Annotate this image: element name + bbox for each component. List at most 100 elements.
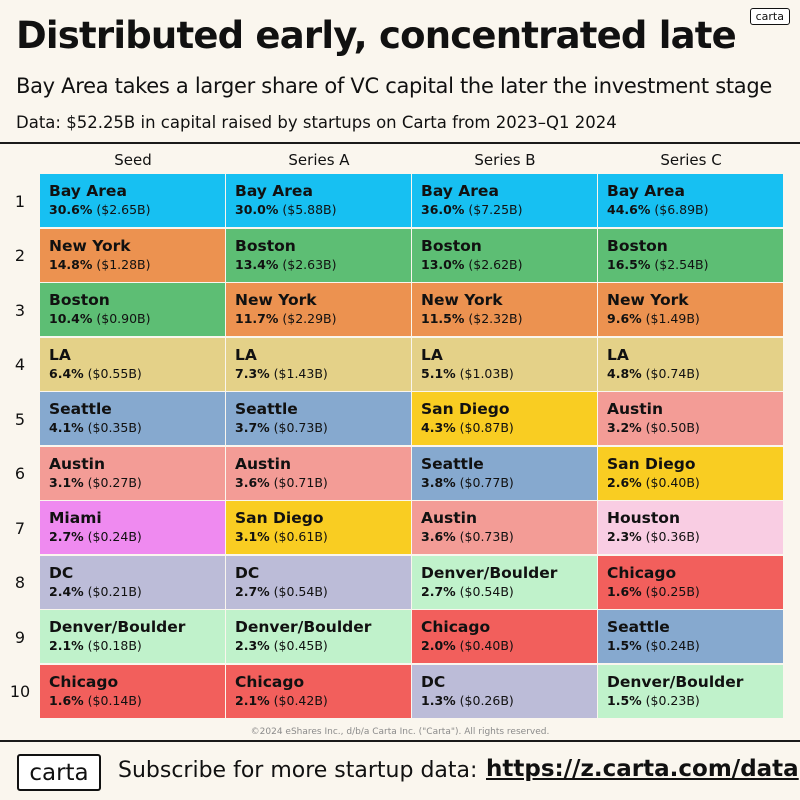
share-value: 1.6% ($0.14B) [49, 692, 225, 709]
share-percent: 3.2% [607, 420, 642, 435]
share-value: 3.6% ($0.71B) [235, 474, 411, 491]
share-percent: 1.6% [607, 583, 642, 599]
table-cell: San Diego 4.3% ($0.87B) [412, 392, 598, 446]
capital-amount: ($2.65B) [96, 202, 151, 217]
share-value: 1.5% ($0.24B) [607, 637, 783, 654]
capital-amount: ($0.14B) [87, 692, 142, 708]
city-name: Chicago [49, 672, 119, 691]
subscribe-link[interactable]: https://z.carta.com/data [486, 756, 799, 782]
share-percent: 9.6% [607, 311, 642, 326]
column-header-series-b: Series B [474, 151, 536, 169]
column-header-series-a: Series A [288, 151, 350, 169]
capital-amount: ($0.25B) [645, 583, 700, 599]
table-cell: Bay Area 30.6% ($2.65B) [40, 174, 226, 228]
share-value: 11.7% ($2.29B) [235, 310, 411, 327]
share-percent: 2.0% [421, 638, 456, 653]
carta-corner-logo: carta [749, 8, 790, 25]
capital-amount: ($0.21B) [87, 583, 142, 599]
table-cell: Chicago 2.0% ($0.40B) [412, 610, 598, 664]
city-name: Boston [235, 236, 296, 255]
table-cell: New York 11.5% ($2.32B) [412, 283, 598, 337]
city-name: DC [235, 563, 260, 582]
share-value: 4.3% ($0.87B) [421, 419, 597, 436]
share-value: 2.1% ($0.18B) [49, 637, 225, 654]
city-name: Denver/Boulder [421, 563, 558, 582]
city-name: Seattle [421, 454, 484, 473]
rank-label: 10 [9, 682, 31, 701]
carta-logo: carta [17, 754, 101, 791]
capital-amount: ($0.61B) [273, 529, 328, 544]
city-name: Miami [49, 509, 102, 527]
share-value: 2.3% ($0.36B) [607, 528, 783, 545]
city-name: Chicago [607, 563, 677, 582]
capital-amount: ($7.25B) [468, 202, 523, 217]
city-name: Boston [607, 236, 668, 255]
city-name: Austin [49, 454, 106, 473]
table-cell: San Diego 2.6% ($0.40B) [598, 446, 784, 501]
share-value: 10.4% ($0.90B) [49, 310, 225, 327]
city-name: San Diego [235, 509, 324, 527]
city-name: Bay Area [421, 182, 499, 200]
page-title: Distributed early, concentrated late [16, 14, 737, 57]
table-cell: DC 2.7% ($0.54B) [226, 555, 412, 610]
table-cell: Chicago 1.6% ($0.25B) [598, 555, 784, 610]
share-value: 4.1% ($0.35B) [49, 419, 225, 436]
table-cell: LA 4.8% ($0.74B) [598, 337, 784, 392]
subscribe-text: Subscribe for more startup data: [118, 758, 478, 783]
table-cell: DC 1.3% ($0.26B) [412, 664, 598, 719]
share-value: 3.1% ($0.61B) [235, 528, 411, 545]
share-percent: 6.4% [49, 365, 84, 381]
city-name: Houston [607, 509, 680, 527]
table-cell: New York 11.7% ($2.29B) [226, 283, 412, 337]
share-value: 14.8% ($1.28B) [49, 256, 225, 273]
capital-amount: ($0.40B) [645, 474, 700, 490]
share-value: 2.0% ($0.40B) [421, 637, 597, 654]
share-percent: 3.6% [421, 529, 456, 544]
city-name: DC [421, 672, 446, 691]
city-name: Seattle [49, 400, 112, 418]
copyright-notice: ©2024 eShares Inc., d/b/a Carta Inc. ("C… [250, 727, 550, 737]
city-name: New York [607, 291, 689, 309]
table-cell: New York 14.8% ($1.28B) [40, 228, 226, 283]
share-value: 2.1% ($0.42B) [235, 692, 411, 709]
capital-amount: ($0.45B) [273, 638, 328, 653]
table-cell: LA 6.4% ($0.55B) [40, 337, 226, 392]
table-cell: Chicago 2.1% ($0.42B) [226, 664, 412, 719]
table-cell: Denver/Boulder 1.5% ($0.23B) [598, 664, 784, 719]
capital-amount: ($0.74B) [645, 365, 700, 381]
table-cell: Miami 2.7% ($0.24B) [40, 501, 226, 555]
capital-amount: ($2.54B) [654, 256, 709, 272]
share-percent: 2.3% [235, 638, 270, 653]
share-value: 1.3% ($0.26B) [421, 692, 597, 709]
share-value: 2.4% ($0.21B) [49, 583, 225, 600]
share-percent: 44.6% [607, 202, 651, 217]
share-value: 44.6% ($6.89B) [607, 201, 783, 218]
rank-label: 5 [14, 409, 26, 429]
share-value: 13.4% ($2.63B) [235, 256, 411, 273]
data-source-note: Data: $52.25B in capital raised by start… [16, 113, 617, 132]
share-percent: 16.5% [607, 256, 651, 272]
capital-amount: ($0.50B) [645, 420, 700, 435]
capital-amount: ($0.73B) [273, 420, 328, 435]
share-value: 3.2% ($0.50B) [607, 419, 783, 436]
capital-amount: ($0.55B) [87, 365, 142, 381]
capital-amount: ($1.03B) [459, 365, 514, 381]
capital-amount: ($0.87B) [459, 420, 514, 435]
table-cell: Seattle 1.5% ($0.24B) [598, 610, 784, 664]
city-name: Denver/Boulder [49, 618, 186, 636]
city-name: LA [49, 345, 71, 364]
share-value: 36.0% ($7.25B) [421, 201, 597, 218]
share-value: 6.4% ($0.55B) [49, 365, 225, 382]
share-value: 13.0% ($2.62B) [421, 256, 597, 273]
share-value: 11.5% ($2.32B) [421, 310, 597, 327]
share-value: 3.8% ($0.77B) [421, 474, 597, 491]
city-name: LA [235, 345, 257, 364]
capital-amount: ($2.32B) [468, 311, 523, 326]
share-value: 30.6% ($2.65B) [49, 201, 225, 218]
share-percent: 5.1% [421, 365, 456, 381]
city-name: Bay Area [235, 182, 313, 200]
rank-label: 1 [14, 191, 26, 211]
capital-amount: ($0.71B) [273, 474, 328, 490]
share-value: 16.5% ($2.54B) [607, 256, 783, 273]
share-percent: 1.6% [49, 692, 84, 708]
